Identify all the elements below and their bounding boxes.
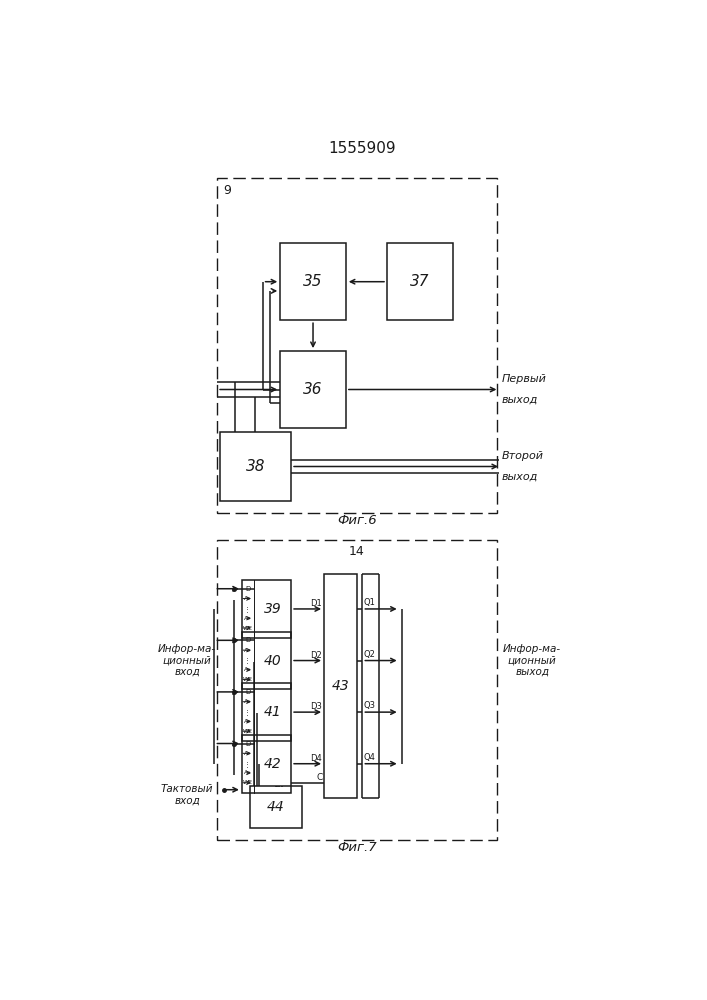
Text: 14: 14 (349, 545, 365, 558)
Bar (324, 574, 357, 798)
Text: D3: D3 (310, 702, 322, 711)
Text: Второй: Второй (502, 451, 544, 461)
Text: D1: D1 (310, 599, 322, 608)
Bar (280, 243, 346, 320)
Bar (242, 683, 291, 741)
Text: 41: 41 (264, 705, 281, 719)
Text: WE: WE (243, 626, 253, 631)
Text: Q4: Q4 (363, 753, 375, 762)
Text: Первый: Первый (502, 374, 547, 384)
Bar (220, 432, 291, 501)
Text: Q2: Q2 (363, 650, 375, 659)
Bar (217, 540, 496, 840)
Text: 36: 36 (303, 382, 323, 397)
Text: Инфор­ма-
ционный
выход: Инфор­ма- ционный выход (503, 644, 561, 677)
Text: Инфор­ма-
ционный
вход: Инфор­ма- ционный вход (158, 644, 216, 677)
Bar (242, 580, 291, 638)
Text: A₉: A₉ (245, 616, 251, 621)
Text: ⋮: ⋮ (245, 658, 251, 664)
Text: Фиг.6: Фиг.6 (337, 514, 377, 527)
Text: ⋮: ⋮ (245, 606, 251, 612)
Text: 38: 38 (246, 459, 265, 474)
Bar (242, 632, 291, 689)
Text: 42: 42 (264, 757, 281, 771)
Bar (280, 351, 346, 428)
Text: D4: D4 (310, 754, 322, 763)
Text: WE: WE (243, 677, 253, 682)
Text: C: C (317, 773, 323, 782)
Text: WE: WE (243, 780, 253, 785)
Text: выход: выход (502, 395, 539, 405)
Text: 37: 37 (410, 274, 430, 289)
Text: WE: WE (243, 729, 253, 734)
Text: ⋮: ⋮ (245, 709, 251, 715)
Text: 1555909: 1555909 (329, 141, 396, 156)
Bar (242, 735, 291, 793)
Text: A₉: A₉ (245, 770, 251, 775)
Text: A₉: A₉ (245, 667, 251, 672)
Text: A₀: A₀ (245, 596, 251, 601)
Text: A₀: A₀ (245, 699, 251, 704)
Text: A₉: A₉ (245, 719, 251, 724)
Text: 44: 44 (267, 800, 285, 814)
Text: Тактовый
вход: Тактовый вход (160, 784, 214, 805)
Text: D: D (245, 637, 250, 643)
Bar (217, 178, 496, 513)
Text: 35: 35 (303, 274, 323, 289)
Bar (250, 786, 302, 828)
Text: 40: 40 (264, 654, 281, 668)
Text: 43: 43 (332, 679, 349, 693)
Text: Q3: Q3 (363, 701, 375, 710)
Text: выход: выход (502, 472, 539, 482)
Text: Q1: Q1 (363, 598, 375, 607)
Text: 39: 39 (264, 602, 281, 616)
Text: A₀: A₀ (245, 751, 251, 756)
Text: A₀: A₀ (245, 648, 251, 653)
Text: D: D (245, 689, 250, 695)
Text: D: D (245, 741, 250, 747)
Text: 9: 9 (223, 184, 232, 197)
Text: ⋮: ⋮ (245, 761, 251, 767)
Text: D: D (245, 586, 250, 592)
Text: D2: D2 (310, 651, 322, 660)
Bar (387, 243, 452, 320)
Text: Фиг.7: Фиг.7 (337, 841, 377, 854)
